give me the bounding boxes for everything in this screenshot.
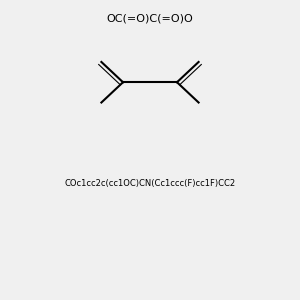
Text: COc1cc2c(cc1OC)CN(Cc1ccc(F)cc1F)CC2: COc1cc2c(cc1OC)CN(Cc1ccc(F)cc1F)CC2: [64, 179, 236, 188]
Text: OC(=O)C(=O)O: OC(=O)C(=O)O: [106, 14, 194, 24]
